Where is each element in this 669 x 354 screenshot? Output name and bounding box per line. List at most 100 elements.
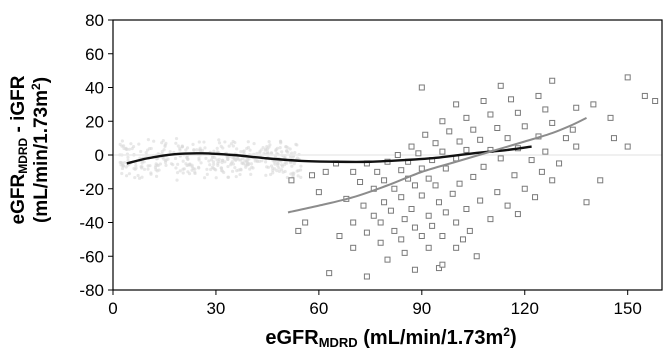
data-point: [459, 236, 466, 243]
data-point: [398, 236, 405, 243]
data-point: [470, 126, 477, 133]
background-point: [296, 168, 301, 173]
data-point: [494, 189, 501, 196]
data-point: [456, 180, 463, 187]
background-point: [271, 168, 275, 173]
data-point: [350, 219, 357, 226]
background-point: [124, 174, 129, 178]
data-point: [624, 143, 631, 150]
background-point: [154, 174, 159, 178]
data-point: [532, 194, 539, 201]
background-point: [139, 149, 143, 154]
background-point: [192, 148, 196, 152]
background-point: [124, 165, 128, 169]
data-point: [535, 92, 542, 99]
x-tick-label: 0: [108, 299, 117, 318]
background-point: [205, 167, 209, 171]
background-point: [281, 170, 285, 174]
background-point: [211, 154, 215, 159]
data-point: [442, 165, 449, 172]
data-point: [504, 202, 511, 209]
background-point: [220, 169, 225, 173]
background-point: [197, 140, 201, 144]
data-point: [387, 207, 394, 214]
background-point: [280, 150, 284, 154]
background-point: [245, 158, 249, 162]
data-point: [446, 128, 453, 135]
background-point: [122, 160, 127, 165]
data-point: [453, 101, 460, 108]
data-point: [425, 212, 432, 219]
background-point: [217, 141, 222, 145]
background-point: [193, 170, 197, 174]
background-point: [263, 148, 267, 152]
data-point: [542, 148, 549, 155]
data-point: [384, 256, 391, 263]
data-point: [542, 106, 549, 113]
background-point: [174, 141, 178, 145]
background-point: [146, 164, 150, 168]
background-point: [276, 164, 280, 168]
data-point: [381, 199, 388, 206]
background-point: [175, 171, 180, 175]
data-point: [377, 219, 384, 226]
background-point: [208, 163, 212, 167]
data-point: [497, 155, 504, 162]
background-point: [248, 167, 252, 171]
data-point: [556, 160, 563, 167]
background-point: [120, 166, 125, 171]
background-point: [152, 139, 156, 143]
background-point: [245, 160, 250, 165]
background-point: [174, 136, 179, 141]
data-point: [422, 131, 429, 138]
data-point: [326, 270, 333, 277]
data-point: [418, 192, 425, 199]
data-point: [398, 194, 405, 201]
background-point: [220, 158, 225, 162]
data-point: [504, 135, 511, 142]
background-point: [199, 161, 203, 165]
background-point: [136, 173, 140, 178]
data-point: [439, 148, 446, 155]
background-point: [288, 147, 292, 151]
background-point: [239, 158, 243, 162]
data-point: [439, 233, 446, 239]
background-point: [221, 146, 225, 150]
data-point: [411, 224, 418, 231]
background-point: [255, 159, 260, 164]
background-point: [225, 157, 230, 162]
background-point: [209, 158, 214, 162]
background-point: [265, 145, 269, 149]
data-point: [470, 173, 477, 180]
background-point: [288, 161, 293, 165]
data-point: [309, 172, 316, 179]
y-tick-label: -80: [79, 281, 104, 300]
data-point: [336, 233, 343, 239]
x-tick-label: 150: [614, 299, 642, 318]
data-point: [374, 168, 381, 175]
background-point: [241, 161, 245, 165]
data-point: [363, 273, 370, 280]
background-point: [290, 151, 294, 155]
data-point: [511, 172, 518, 179]
background-point: [251, 166, 255, 170]
data-point: [391, 185, 398, 192]
background-point: [229, 163, 233, 167]
background-point: [144, 151, 148, 155]
background-point: [149, 172, 153, 176]
background-point: [162, 157, 166, 161]
data-point: [432, 140, 439, 147]
background-point: [146, 167, 150, 171]
background-point: [180, 144, 184, 148]
background-point: [290, 164, 294, 168]
data-point: [514, 211, 521, 218]
data-point: [538, 168, 545, 175]
background-point: [285, 149, 289, 153]
data-point: [435, 199, 442, 206]
background-point: [133, 175, 137, 180]
background-point: [255, 151, 259, 155]
background-point: [173, 156, 178, 161]
data-point: [432, 182, 439, 189]
background-point: [140, 175, 144, 179]
